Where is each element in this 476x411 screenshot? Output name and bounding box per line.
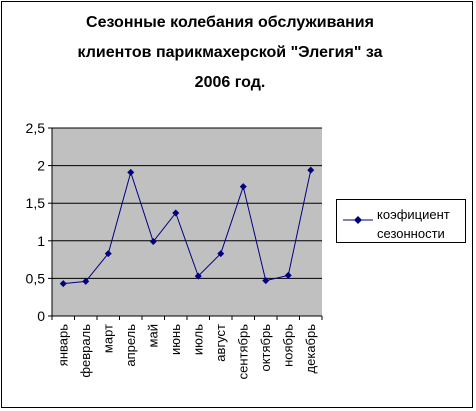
- plot-area: [52, 128, 322, 316]
- x-tick-label: апрель: [123, 324, 138, 367]
- x-tick-label: январь: [55, 324, 70, 366]
- y-tick-label: 1,5: [26, 195, 46, 211]
- legend-label-line-2: сезонности: [377, 226, 445, 241]
- x-tick-label: август: [213, 324, 228, 362]
- legend-label-line-1: коэфициент: [377, 207, 450, 222]
- y-tick-label: 0: [37, 308, 45, 324]
- data-point: [127, 168, 135, 176]
- legend-series-marker: [343, 216, 373, 224]
- y-tick-label: 0,5: [26, 270, 46, 286]
- x-tick-label: февраль: [78, 324, 93, 378]
- y-tick-label: 2: [37, 158, 45, 174]
- data-point: [262, 277, 270, 285]
- y-tick-label: 2,5: [26, 120, 46, 136]
- chart-title-line-3: 2006 год.: [194, 74, 266, 91]
- x-tick-label: сентябрь: [235, 324, 250, 380]
- data-point: [104, 250, 112, 258]
- x-tick-label: ноябрь: [280, 324, 295, 367]
- chart-title-line-2: клиентов парикмахерской "Элегия" за: [77, 44, 383, 61]
- data-point: [307, 166, 315, 174]
- x-tick-label: май: [145, 324, 160, 347]
- data-point: [59, 280, 67, 288]
- x-tick-label: декабрь: [303, 324, 318, 374]
- legend-series-label: коэфициент сезонности: [377, 205, 450, 243]
- chart-legend: коэфициент сезонности: [336, 199, 466, 243]
- data-point: [149, 238, 157, 246]
- x-tick-label: март: [100, 324, 115, 353]
- data-point: [239, 183, 247, 191]
- data-point: [284, 271, 292, 279]
- chart-title-line-1: Сезонные колебания обслуживания: [86, 14, 374, 31]
- x-tick-label: октябрь: [258, 324, 273, 372]
- y-tick-label: 1: [37, 233, 45, 249]
- chart-title: Сезонные колебания обслуживания клиентов…: [30, 8, 430, 98]
- data-point: [82, 277, 90, 285]
- data-point: [194, 272, 202, 280]
- data-point: [172, 209, 180, 217]
- series-line: [63, 170, 312, 285]
- data-point: [217, 250, 225, 258]
- x-tick-label: июнь: [168, 324, 183, 355]
- x-tick-label: июль: [190, 324, 205, 355]
